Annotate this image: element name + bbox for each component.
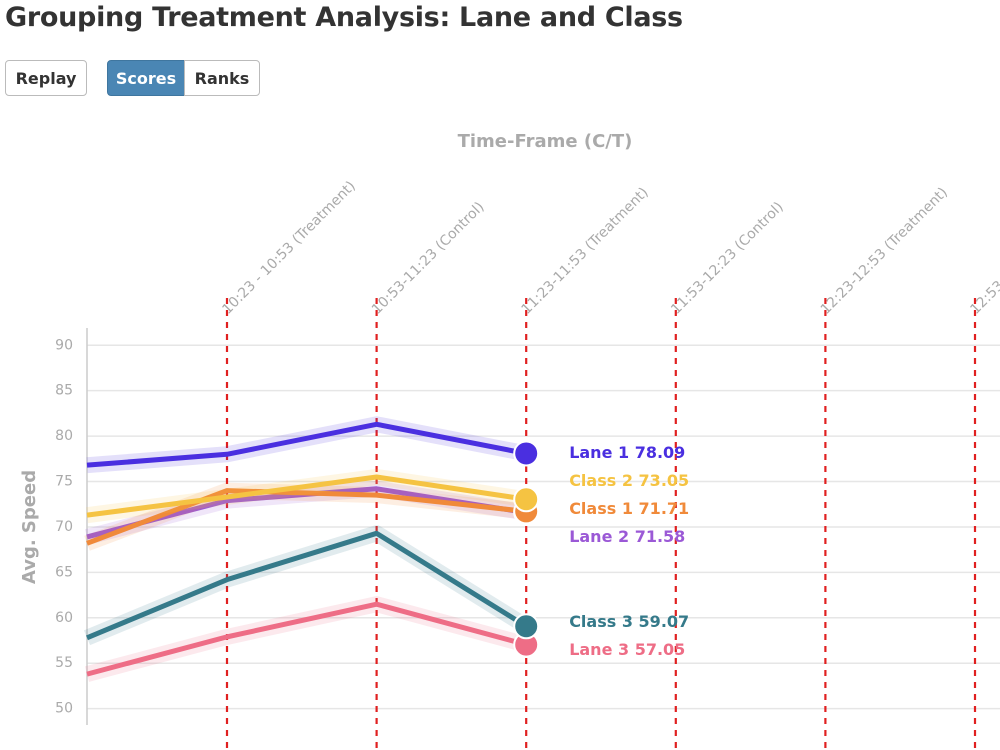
y-axis-title: Avg. Speed	[19, 470, 40, 584]
series-line	[86, 530, 528, 641]
series-line	[86, 601, 527, 677]
y-tick-label: 85	[55, 383, 73, 399]
y-tick-label: 70	[55, 519, 73, 535]
end-dot	[513, 440, 540, 467]
end-dot	[513, 486, 540, 513]
y-tick-label: 65	[55, 564, 73, 580]
end-label: Lane 1 78.09	[569, 443, 685, 462]
series-value: 71.71	[639, 499, 690, 518]
series-line	[86, 421, 527, 468]
x-tick-label: 11:53-12:23 (Control)	[668, 199, 787, 318]
end-label: Class 1 71.71	[569, 499, 689, 518]
x-tick-label: 12:53	[967, 278, 1000, 318]
end-label: Class 3 59.07	[569, 612, 689, 631]
series-value: 71.58	[635, 527, 686, 546]
series-line	[86, 474, 527, 518]
series-value: 57.05	[635, 640, 686, 659]
end-label: Lane 2 71.58	[569, 527, 685, 546]
x-tick-label: 10:53-11:23 (Control)	[369, 199, 488, 318]
series-value: 78.09	[635, 443, 686, 462]
series-name: Lane 2	[569, 527, 629, 546]
y-tick-label: 80	[55, 428, 73, 444]
x-tick-label: 11:23-11:53 (Treatment)	[519, 184, 652, 317]
y-tick-label: 55	[55, 655, 73, 671]
series-value: 59.07	[639, 612, 690, 631]
x-axis-title: Time-Frame (C/T)	[458, 131, 633, 152]
y-tick-label: 50	[55, 701, 73, 717]
end-label: Lane 3 57.05	[569, 640, 685, 659]
page-title: Grouping Treatment Analysis: Lane and Cl…	[5, 2, 683, 33]
series-value: 73.05	[639, 471, 690, 490]
ranks-button[interactable]: Ranks	[184, 60, 260, 96]
y-tick-label: 60	[55, 610, 73, 626]
series-name: Class 1	[569, 499, 633, 518]
series-name: Class 3	[569, 612, 633, 631]
series-line	[86, 488, 527, 546]
y-tick-label: 75	[55, 474, 73, 490]
x-tick-label: 10:23 - 10:53 (Treatment)	[219, 178, 358, 317]
series-name: Class 2	[569, 471, 633, 490]
series-name: Lane 3	[569, 640, 629, 659]
end-label: Class 2 73.05	[569, 471, 689, 490]
x-tick-label: 12:23-12:53 (Treatment)	[818, 184, 951, 317]
series-name: Lane 1	[569, 443, 629, 462]
replay-button[interactable]: Replay	[5, 60, 87, 96]
end-dot	[513, 613, 540, 640]
y-tick-label: 90	[55, 337, 73, 353]
